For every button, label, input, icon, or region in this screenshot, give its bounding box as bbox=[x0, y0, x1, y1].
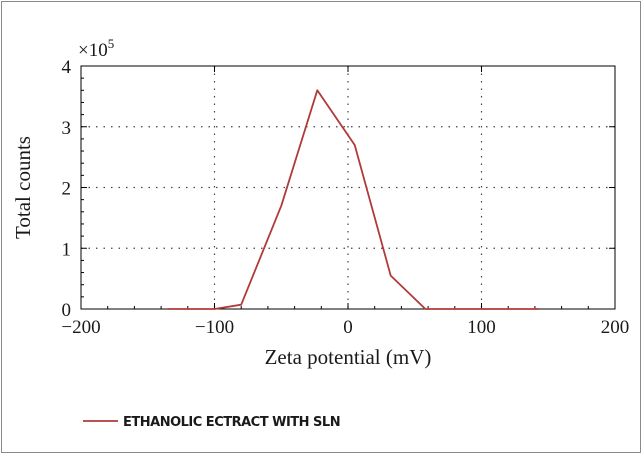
x-tick-label: −100 bbox=[195, 317, 234, 338]
y-tick-label: 4 bbox=[62, 57, 72, 78]
x-axis-title: Zeta potential (mV) bbox=[265, 345, 432, 369]
y-tick-label: 0 bbox=[62, 300, 72, 321]
tick-labels: −200 −100 0 100 200 0 1 2 3 4 bbox=[61, 57, 629, 338]
y-tick-label: 3 bbox=[62, 118, 72, 139]
y-tick-label: 2 bbox=[62, 179, 72, 200]
axis-ticks bbox=[80, 65, 616, 310]
x-tick-label: −200 bbox=[61, 317, 100, 338]
legend: ETHANOLIC ECTRACT WITH SLN bbox=[83, 415, 341, 430]
x-tick-label: 0 bbox=[343, 317, 353, 338]
y-multiplier-label: ×105 bbox=[78, 36, 114, 61]
series-line-ethanolic-extract bbox=[167, 89, 539, 310]
y-multiplier: ×105 bbox=[78, 36, 114, 61]
y-tick-label: 1 bbox=[62, 239, 72, 260]
x-tick-label: 200 bbox=[601, 317, 630, 338]
y-axis-title: Total counts bbox=[11, 136, 35, 239]
x-tick-label: 100 bbox=[467, 317, 496, 338]
grid-lines bbox=[81, 66, 615, 309]
legend-label: ETHANOLIC ECTRACT WITH SLN bbox=[123, 415, 340, 430]
